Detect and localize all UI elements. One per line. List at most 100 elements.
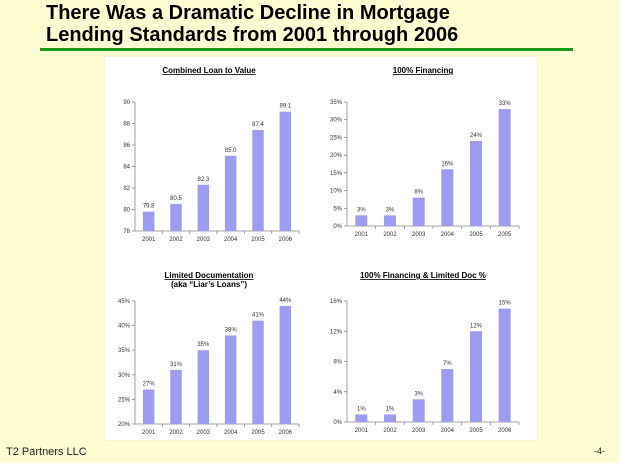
y-tick-label: 20% — [118, 422, 131, 428]
data-label: 89.1 — [279, 104, 291, 110]
x-tick-label: 2003 — [197, 237, 211, 243]
bar-2005 — [252, 320, 264, 424]
data-label: 1% — [357, 406, 366, 412]
bar-2003 — [197, 184, 210, 231]
chart-cltv: Combined Loan to Value 78 80 82 84 86 88 90 79.8… — [109, 61, 309, 247]
y-tick-label: 0% — [333, 420, 342, 426]
y-tick-label: 45% — [118, 299, 131, 305]
y-tick-label: 10% — [330, 189, 343, 195]
y-tick-label: 16% — [330, 299, 343, 305]
x-tick-label: 2002 — [383, 428, 397, 434]
chart-limited-documentation: Limited Documentation (aka “Liar’s Loans”… — [109, 263, 309, 443]
data-label: 3% — [357, 207, 366, 213]
bar-2006 — [279, 305, 292, 424]
x-tick-label: 2005 — [251, 430, 265, 436]
chart-title: 100% Financing & Limited Doc % — [360, 271, 486, 280]
data-label: 38% — [225, 327, 238, 333]
y-tick-label: 35% — [118, 348, 131, 354]
chart-limited-documentation-svg: Limited Documentation(aka “Liar’s Loans”… — [118, 271, 300, 436]
chart-title: Limited Documentation — [165, 271, 254, 280]
x-tick-label: 2003 — [412, 232, 426, 238]
x-tick-label: 2001 — [142, 237, 156, 243]
x-tick-label: 2006 — [498, 428, 512, 434]
y-tick-label: 82 — [123, 186, 130, 192]
bar-2004 — [224, 335, 237, 424]
chart-100-financing-limited-doc-svg: 100% Financing & Limited Doc % 0% 4% 8% 12% 1… — [330, 271, 520, 434]
bar-2001 — [355, 414, 368, 422]
bar-2003 — [197, 350, 210, 424]
x-tick-label: 2006 — [279, 430, 293, 436]
y-tick-label: 30% — [118, 373, 131, 379]
y-tick-label: 12% — [330, 329, 343, 335]
data-label: 87.4 — [252, 122, 264, 128]
y-tick-label: 90 — [123, 100, 130, 106]
slide-title: There Was a Dramatic Decline in Mortgage… — [46, 2, 606, 46]
y-tick-label: 8% — [333, 360, 342, 366]
y-tick-label: 15% — [330, 171, 343, 177]
x-tick-label: 2004 — [441, 232, 455, 238]
chart-100-financing: 100% Financing 0% 5% 10% 15% 20% 25% 30% 35% 3% 20… — [317, 61, 529, 247]
y-tick-label: 35% — [330, 100, 343, 106]
y-tick-label: 5% — [333, 206, 342, 212]
x-tick-label: 2001 — [355, 232, 369, 238]
data-label: 33% — [499, 101, 512, 107]
data-label: 41% — [252, 313, 265, 319]
bar-2002 — [170, 204, 182, 231]
x-tick-label: 2005 — [469, 232, 483, 238]
y-tick-label: 25% — [330, 135, 343, 141]
x-tick-label: 2003 — [412, 428, 426, 434]
data-label: 12% — [470, 323, 483, 329]
bar-2006 — [498, 308, 511, 422]
bar-2005 — [469, 331, 483, 422]
data-label: 79.8 — [143, 204, 155, 210]
x-tick-label: 2004 — [224, 430, 238, 436]
bar-2002 — [383, 215, 397, 226]
data-label: 27% — [143, 382, 156, 388]
bar-2003 — [412, 197, 425, 226]
x-tick-label: 2004 — [224, 237, 238, 243]
bar-2004 — [441, 369, 454, 422]
data-label: 7% — [443, 361, 452, 367]
data-label: 15% — [499, 301, 512, 307]
bar-2001 — [142, 211, 155, 231]
chart-title: Combined Loan to Value — [162, 66, 256, 75]
data-label: 35% — [197, 342, 210, 348]
y-tick-label: 0% — [333, 224, 342, 230]
data-label: 85.0 — [225, 148, 237, 154]
bar-2003 — [412, 399, 425, 422]
bar-2004 — [441, 169, 454, 226]
chart-100-financing-limited-doc: 100% Financing & Limited Doc % 0% 4% 8% 12% 1… — [317, 263, 529, 443]
data-label: 3% — [414, 391, 423, 397]
x-tick-label: 2002 — [383, 232, 397, 238]
data-label: 1% — [386, 406, 395, 412]
y-tick-label: 40% — [118, 324, 131, 330]
bar-2002 — [170, 369, 182, 424]
bar-2004 — [224, 155, 237, 231]
footer-company: T2 Partners LLC — [6, 446, 87, 458]
x-tick-label: 2003 — [197, 430, 211, 436]
data-label: 82.3 — [197, 177, 209, 183]
x-tick-label: 2005 — [498, 232, 512, 238]
bar-2002 — [383, 414, 397, 422]
bar-2001 — [355, 215, 368, 226]
y-tick-label: 30% — [330, 118, 343, 124]
data-label: 8% — [414, 190, 423, 196]
y-tick-label: 84 — [123, 165, 130, 171]
charts-panel: Combined Loan to Value 78 80 82 84 86 88 90 79.8… — [105, 57, 537, 440]
bar-2005 — [498, 109, 511, 226]
chart-title: 100% Financing — [393, 66, 454, 75]
x-tick-label: 2006 — [279, 237, 293, 243]
slide-title-line-2: Lending Standards from 2001 through 2006 — [46, 24, 459, 46]
chart-subtitle: (aka “Liar’s Loans”) — [171, 280, 247, 289]
x-tick-label: 2002 — [169, 430, 183, 436]
x-tick-label: 2004 — [441, 428, 455, 434]
y-tick-label: 20% — [330, 153, 343, 159]
title-divider — [40, 48, 573, 51]
bar-2006 — [279, 111, 292, 231]
chart-cltv-svg: Combined Loan to Value 78 80 82 84 86 88 90 79.8… — [123, 66, 300, 243]
x-tick-label: 2005 — [469, 428, 483, 434]
x-tick-label: 2005 — [251, 237, 265, 243]
data-label: 44% — [279, 298, 292, 304]
x-tick-label: 2001 — [142, 430, 156, 436]
bar-2005 — [252, 129, 264, 231]
